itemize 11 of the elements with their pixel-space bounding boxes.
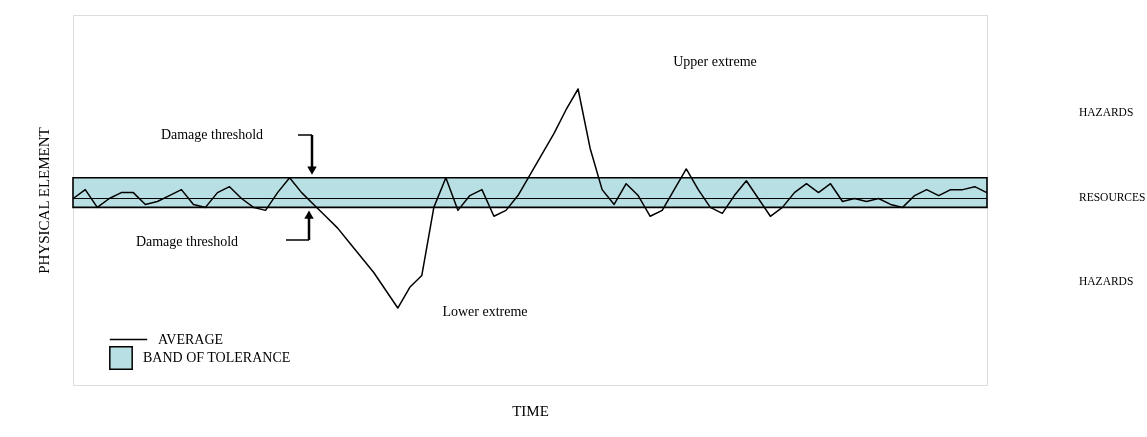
text: HAZARDS [1079,275,1134,287]
annotation: Damage threshold [160,127,264,142]
y-axis-title: PHYSICAL ELEMENT [35,127,52,274]
annotation: Lower extreme [442,304,528,319]
x-axis-title: TIME [512,402,549,419]
legend-label: AVERAGE [158,331,224,347]
legend-label: BAND OF TOLERANCE [143,350,291,365]
text: RESOURCES [1079,191,1146,203]
annotation: Damage threshold [135,234,239,249]
text: Upper extreme [673,54,757,69]
text: HAZARDS [1079,106,1134,118]
